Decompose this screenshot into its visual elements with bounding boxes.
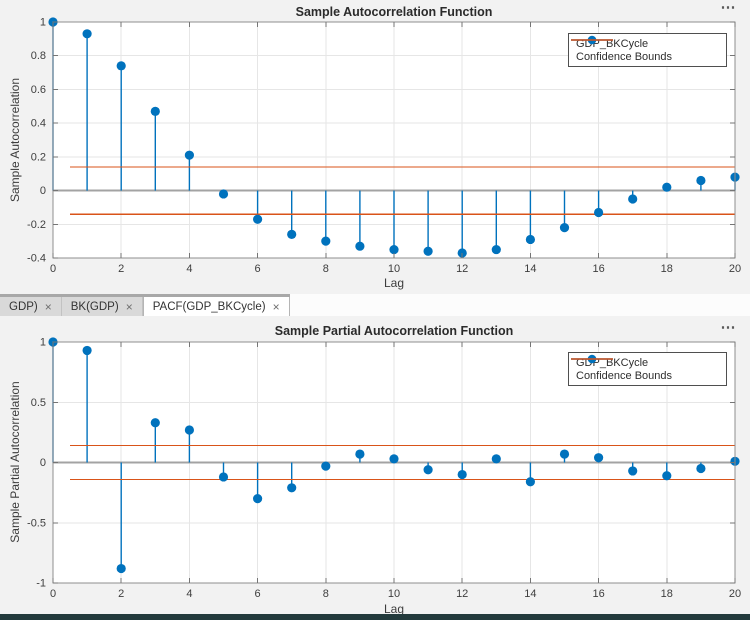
svg-text:2: 2 [118, 588, 124, 600]
legend-entry-confidence: Confidence Bounds [571, 358, 724, 382]
legend-label: Confidence Bounds [576, 369, 673, 382]
svg-text:12: 12 [456, 263, 468, 275]
svg-text:20: 20 [729, 263, 741, 275]
acf-y-axis-label: Sample Autocorrelation [8, 77, 22, 203]
pacf-options-icon[interactable]: ⋯ [720, 319, 737, 336]
axis-ticks [52, 341, 736, 584]
svg-text:20: 20 [729, 588, 741, 600]
svg-text:0: 0 [50, 263, 56, 275]
pacf-figure-panel: 0 2 4 6 8 10 12 14 16 18 20 1 0.5 0 -0.5 -1 Sample Part… [0, 316, 750, 616]
confidence-bounds-series [70, 166, 735, 215]
svg-text:12: 12 [456, 588, 468, 600]
svg-text:0.6: 0.6 [31, 84, 46, 96]
pacf-title: Sample Partial Autocorrelation Function [274, 324, 514, 338]
svg-text:4: 4 [186, 263, 192, 275]
stem-markers [48, 337, 740, 574]
svg-text:0: 0 [40, 185, 46, 197]
close-icon[interactable]: × [44, 299, 52, 314]
tab-acf-gdp[interactable]: GDP) × [0, 297, 62, 316]
acf-options-icon[interactable]: ⋯ [720, 0, 737, 16]
svg-text:-1: -1 [36, 578, 46, 590]
document-tab-bar: GDP) × BK(GDP) × PACF(GDP_BKCycle) × [0, 294, 750, 316]
tab-pacf-gdp-bkcycle[interactable]: PACF(GDP_BKCycle) × [142, 297, 290, 316]
svg-text:0: 0 [50, 588, 56, 600]
svg-text:1: 1 [40, 337, 46, 349]
svg-text:0.5: 0.5 [31, 397, 46, 409]
svg-text:16: 16 [592, 263, 604, 275]
legend-entry-confidence: Confidence Bounds [571, 39, 724, 63]
svg-text:-0.2: -0.2 [27, 219, 46, 231]
svg-text:-0.4: -0.4 [27, 253, 46, 265]
tab-label: BK(GDP) [70, 300, 119, 313]
svg-text:18: 18 [661, 588, 673, 600]
acf-title: Sample Autocorrelation Function [295, 5, 493, 19]
svg-text:4: 4 [186, 588, 192, 600]
svg-text:0.4: 0.4 [31, 118, 46, 130]
svg-text:0.8: 0.8 [31, 50, 46, 62]
close-icon[interactable]: × [272, 299, 280, 314]
svg-text:-0.5: -0.5 [27, 517, 46, 529]
legend-label: Confidence Bounds [576, 50, 673, 63]
confidence-line-swatch-icon [571, 39, 613, 41]
svg-text:10: 10 [388, 263, 400, 275]
pacf-y-axis-label: Sample Partial Autocorrelation [8, 381, 22, 543]
svg-text:2: 2 [118, 263, 124, 275]
acf-legend[interactable]: GDP_BKCycle Confidence Bounds [568, 33, 727, 67]
svg-text:10: 10 [388, 588, 400, 600]
svg-text:0: 0 [40, 457, 46, 469]
tab-bk-gdp[interactable]: BK(GDP) × [61, 297, 143, 316]
tab-label: GDP) [9, 300, 38, 313]
pacf-legend[interactable]: GDP_BKCycle Confidence Bounds [568, 352, 727, 386]
svg-text:8: 8 [323, 263, 329, 275]
tab-label: PACF(GDP_BKCycle) [152, 300, 266, 313]
pacf-x-axis-label: Lag [383, 602, 405, 616]
confidence-bounds-series [70, 445, 735, 480]
svg-text:6: 6 [255, 263, 261, 275]
svg-text:16: 16 [592, 588, 604, 600]
stem-markers [48, 17, 740, 258]
svg-text:14: 14 [524, 263, 536, 275]
acf-x-axis-label: Lag [383, 276, 405, 290]
axis-ticks [52, 21, 736, 259]
axis-tick-labels: 0 2 4 6 8 10 12 14 16 18 20 1 0.5 0 -0.5 -1 [27, 337, 741, 601]
svg-text:18: 18 [661, 263, 673, 275]
close-icon[interactable]: × [125, 299, 133, 314]
bottom-window-edge [0, 614, 750, 620]
axis-tick-labels: 0 2 4 6 8 10 12 14 16 18 20 1 0.8 0.6 0.4 0.2 0 -0.2 -0.4 [27, 17, 741, 276]
svg-text:0.2: 0.2 [31, 151, 46, 163]
confidence-line-swatch-icon [571, 358, 613, 360]
svg-text:1: 1 [40, 17, 46, 29]
svg-text:6: 6 [255, 588, 261, 600]
svg-text:8: 8 [323, 588, 329, 600]
acf-figure-panel: 0 2 4 6 8 10 12 14 16 18 20 1 0.8 0.6 0.4 0.2 0 -0.2 -0.4 … [0, 0, 750, 294]
svg-text:14: 14 [524, 588, 536, 600]
tab-group: GDP) × BK(GDP) × PACF(GDP_BKCycle) × [0, 294, 290, 316]
